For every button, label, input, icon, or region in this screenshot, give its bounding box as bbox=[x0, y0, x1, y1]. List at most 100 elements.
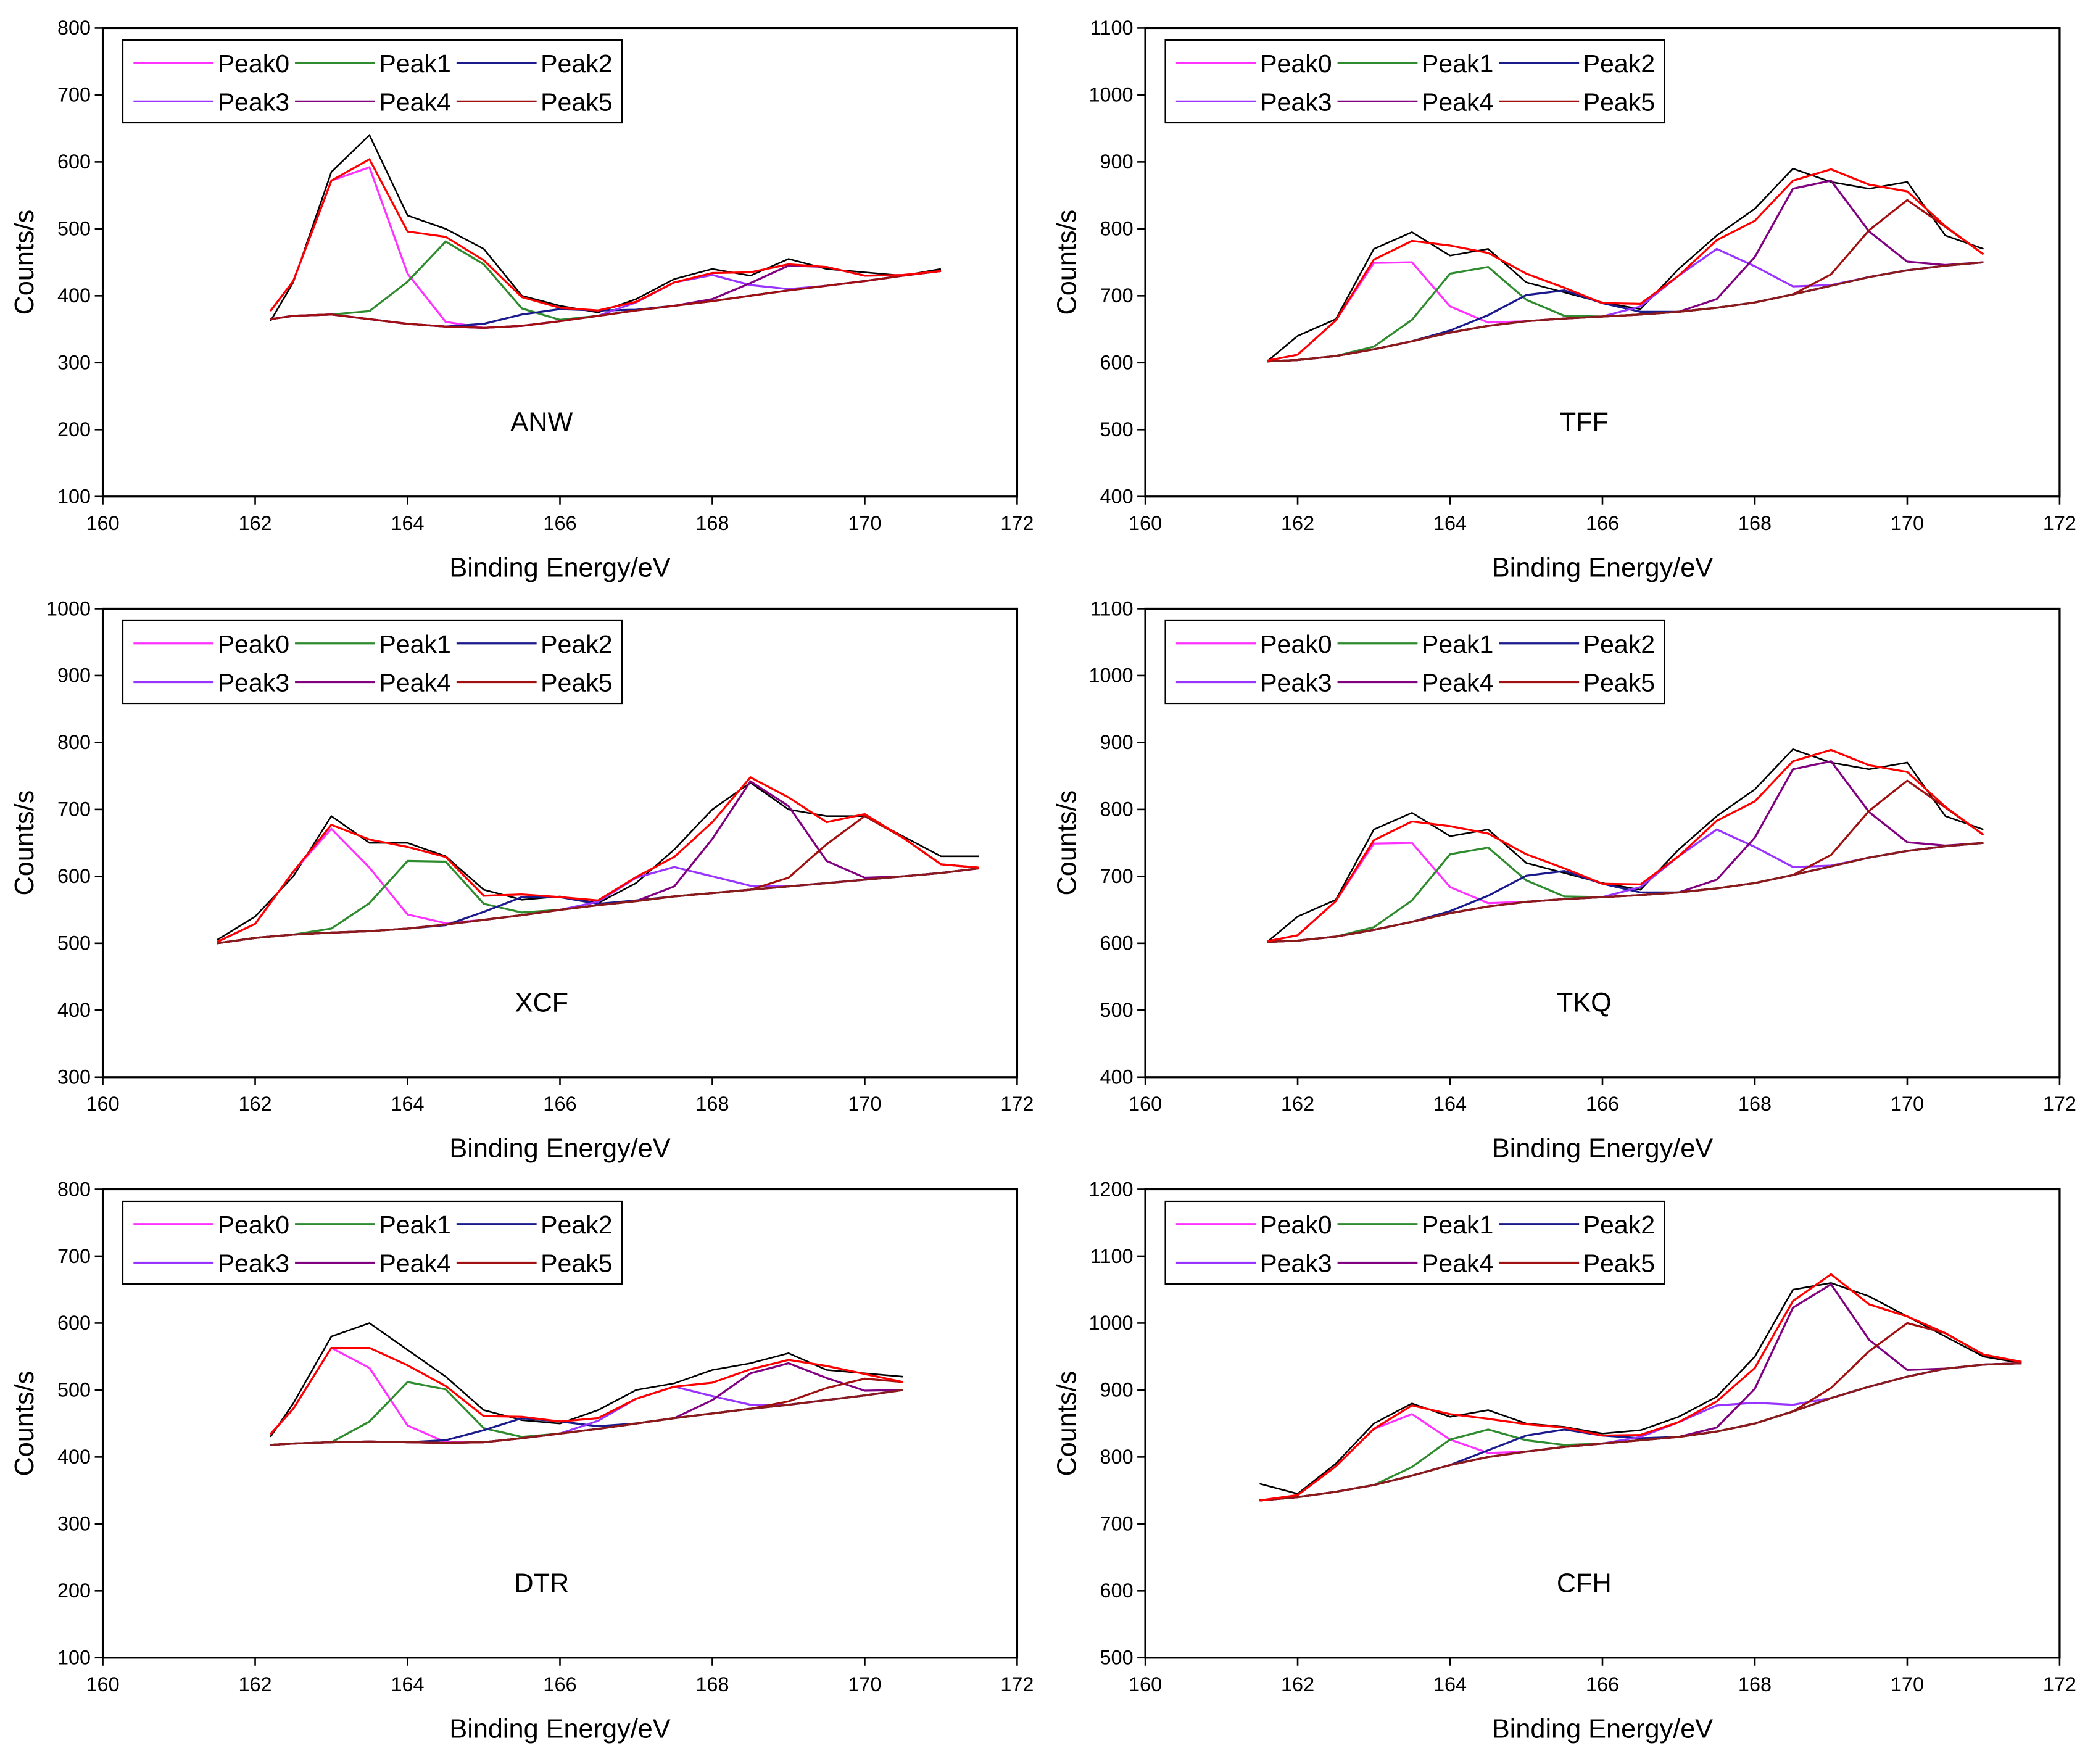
legend-label: Peak2 bbox=[541, 49, 613, 78]
x-tick-label: 162 bbox=[238, 1673, 271, 1696]
y-tick-label: 1000 bbox=[1088, 84, 1133, 106]
sample-label: XCF bbox=[515, 988, 569, 1017]
x-tick-label: 164 bbox=[391, 1673, 424, 1696]
y-tick-label: 300 bbox=[57, 1513, 91, 1535]
x-tick-label: 164 bbox=[1433, 512, 1467, 534]
y-tick-label: 700 bbox=[57, 84, 91, 106]
legend-label: Peak1 bbox=[1422, 1211, 1494, 1239]
y-tick-label: 500 bbox=[57, 932, 91, 954]
legend-label: Peak1 bbox=[1422, 49, 1494, 78]
panel: 160 162 164 166 168 170 172 500 600 700 800 900 1000… bbox=[1053, 1178, 2076, 1744]
x-tick-label: 170 bbox=[1891, 1093, 1924, 1115]
x-tick-label: 162 bbox=[1281, 1673, 1314, 1696]
x-tick-label: 166 bbox=[1586, 1093, 1619, 1115]
series-line bbox=[217, 781, 979, 941]
series-line bbox=[1259, 1322, 2022, 1502]
sample-label: CFH bbox=[1557, 1568, 1612, 1598]
series-line bbox=[1267, 247, 1984, 363]
y-tick-label: 1100 bbox=[1090, 17, 1134, 39]
x-tick-label: 170 bbox=[1891, 512, 1924, 534]
y-tick-label: 800 bbox=[57, 17, 91, 39]
legend-label: Peak4 bbox=[1422, 1249, 1494, 1278]
sample-label: TFF bbox=[1560, 407, 1609, 437]
y-tick-label: 400 bbox=[57, 999, 91, 1021]
y-tick-label: 400 bbox=[1100, 1066, 1133, 1088]
x-tick-label: 166 bbox=[1586, 1673, 1619, 1696]
y-tick-label: 1000 bbox=[46, 597, 91, 619]
x-tick-label: 172 bbox=[1000, 512, 1034, 534]
legend-box bbox=[122, 619, 623, 705]
x-tick-label: 160 bbox=[1129, 1093, 1162, 1115]
x-tick-label: 160 bbox=[1129, 1673, 1162, 1696]
x-axis-label: Binding Energy/eV bbox=[449, 553, 670, 583]
series-line bbox=[1267, 748, 1984, 943]
legend-label: Peak3 bbox=[218, 669, 290, 697]
series-line bbox=[270, 1322, 903, 1438]
y-tick-label: 700 bbox=[1100, 1513, 1133, 1535]
series-line bbox=[1267, 828, 1984, 943]
x-tick-label: 160 bbox=[1129, 512, 1162, 534]
y-tick-label: 300 bbox=[57, 352, 91, 374]
series-line bbox=[1267, 179, 1984, 363]
legend-label: Peak4 bbox=[379, 1249, 451, 1278]
x-axis-label: Binding Energy/eV bbox=[449, 1134, 670, 1164]
y-tick-label: 500 bbox=[1100, 999, 1133, 1021]
legend-label: Peak4 bbox=[1422, 88, 1494, 117]
sample-label: TKQ bbox=[1557, 988, 1612, 1017]
legend-label: Peak5 bbox=[1583, 88, 1656, 117]
series-line bbox=[270, 1362, 903, 1446]
x-tick-label: 170 bbox=[1891, 1673, 1924, 1696]
x-tick-label: 160 bbox=[86, 1093, 120, 1115]
x-tick-label: 162 bbox=[1281, 512, 1314, 534]
legend-label: Peak4 bbox=[379, 88, 451, 117]
x-tick-label: 170 bbox=[848, 1093, 881, 1115]
legend-label: Peak2 bbox=[1583, 1211, 1656, 1239]
y-tick-label: 300 bbox=[57, 1066, 91, 1088]
legend-label: Peak5 bbox=[1583, 1249, 1656, 1278]
panel: 160 162 164 166 168 170 172 100 200 300 400 500 600 7… bbox=[10, 17, 1034, 582]
x-tick-label: 168 bbox=[695, 1673, 729, 1696]
x-tick-label: 166 bbox=[543, 1673, 576, 1696]
y-tick-label: 1200 bbox=[1088, 1178, 1133, 1200]
series-line bbox=[1267, 779, 1984, 943]
y-tick-label: 700 bbox=[57, 798, 91, 821]
legend-label: Peak5 bbox=[541, 1249, 613, 1278]
legend-label: Peak1 bbox=[1422, 630, 1494, 658]
legend-label: Peak4 bbox=[379, 669, 451, 697]
series-line bbox=[1259, 1362, 2022, 1502]
series-line bbox=[270, 1389, 903, 1446]
x-tick-label: 166 bbox=[1586, 512, 1619, 534]
y-tick-label: 900 bbox=[57, 665, 91, 687]
x-tick-label: 166 bbox=[543, 1093, 576, 1115]
series-line bbox=[1259, 1362, 2022, 1502]
plot-frame bbox=[101, 27, 1019, 498]
y-tick-label: 800 bbox=[57, 1178, 91, 1200]
y-tick-label: 100 bbox=[57, 486, 91, 508]
y-tick-label: 400 bbox=[57, 1446, 91, 1468]
y-tick-label: 1000 bbox=[1088, 1312, 1133, 1334]
legend-label: Peak4 bbox=[1422, 669, 1494, 697]
y-axis-label: Counts/s bbox=[10, 1371, 39, 1476]
plot-frame bbox=[1144, 27, 2061, 498]
x-tick-label: 168 bbox=[1738, 1093, 1772, 1115]
series-line bbox=[217, 867, 979, 945]
y-tick-label: 600 bbox=[57, 1312, 91, 1334]
legend-label: Peak1 bbox=[379, 630, 451, 658]
legend-label: Peak2 bbox=[541, 630, 613, 658]
legend-label: Peak1 bbox=[379, 49, 451, 78]
legend-label: Peak5 bbox=[541, 669, 613, 697]
x-tick-label: 172 bbox=[1000, 1093, 1034, 1115]
legend-label: Peak3 bbox=[1260, 1249, 1332, 1278]
y-tick-label: 200 bbox=[57, 418, 91, 441]
y-tick-label: 500 bbox=[57, 218, 91, 240]
legend-box bbox=[1164, 39, 1665, 124]
x-tick-label: 164 bbox=[1433, 1673, 1467, 1696]
series-line bbox=[1267, 261, 1984, 363]
legend-label: Peak5 bbox=[1583, 669, 1656, 697]
x-tick-label: 166 bbox=[543, 512, 576, 534]
legend-label: Peak0 bbox=[218, 49, 290, 78]
y-tick-label: 600 bbox=[1100, 352, 1133, 374]
series-line bbox=[1267, 199, 1984, 363]
x-tick-label: 170 bbox=[848, 1673, 881, 1696]
series-line bbox=[1267, 168, 1984, 362]
